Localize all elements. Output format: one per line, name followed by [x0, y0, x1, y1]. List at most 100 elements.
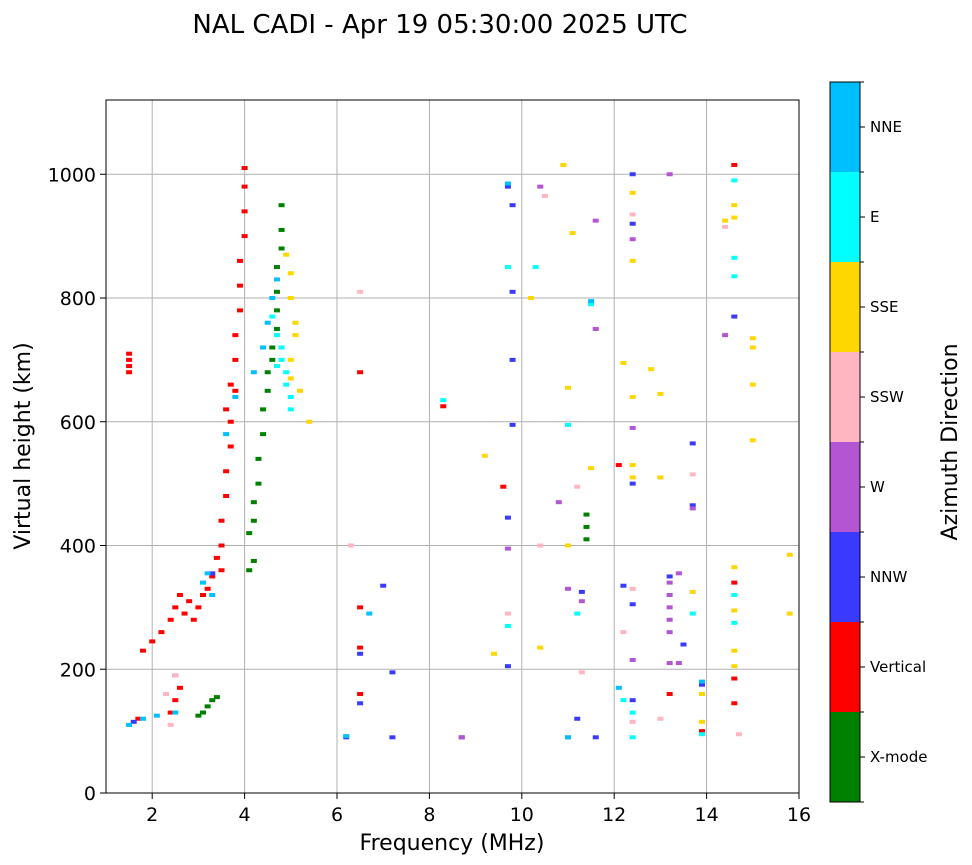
echo-point: [250, 500, 257, 505]
y-tick-label: 800: [60, 288, 96, 310]
echo-point: [509, 203, 516, 208]
echo-point: [629, 258, 636, 263]
echo-point: [698, 729, 705, 734]
echo-point: [504, 623, 511, 628]
echo-point: [500, 484, 507, 489]
echo-point: [223, 494, 230, 498]
chart-title: NAL CADI - Apr 19 05:30:00 2025 UTC: [192, 10, 687, 40]
echo-point: [278, 345, 285, 350]
echo-point: [560, 162, 567, 167]
echo-point: [565, 422, 571, 427]
y-tick-label: 600: [60, 412, 96, 434]
echo-point: [657, 475, 664, 480]
echo-point: [357, 370, 364, 375]
y-tick-label: 1000: [48, 164, 96, 186]
colorbar-label: SSW: [870, 388, 904, 406]
echo-point: [357, 605, 364, 610]
echo-point: [176, 685, 183, 690]
echo-point: [232, 357, 239, 362]
echo-point: [620, 583, 627, 588]
echo-point: [260, 432, 267, 437]
colorbar-segment: [830, 82, 860, 172]
echo-point: [172, 698, 179, 703]
echo-point: [380, 583, 387, 588]
colorbar-label: SSE: [870, 298, 899, 316]
echo-point: [698, 682, 705, 687]
y-tick-label: 200: [60, 659, 96, 681]
echo-point: [232, 395, 239, 399]
echo-point: [227, 444, 234, 449]
echo-point: [574, 484, 581, 489]
echo-point: [666, 605, 673, 610]
echo-point: [583, 537, 590, 542]
echo-point: [731, 274, 738, 279]
echo-point: [218, 568, 225, 573]
colorbar-segment: [830, 622, 860, 712]
echo-point: [269, 314, 276, 319]
colorbar-segment: [830, 712, 860, 802]
echo-point: [735, 732, 742, 737]
echo-point: [130, 719, 137, 724]
echo-point: [657, 716, 664, 721]
echo-point: [167, 710, 174, 715]
echo-point: [565, 385, 571, 390]
echo-point: [731, 676, 738, 681]
echo-point: [260, 345, 267, 350]
echo-point: [731, 162, 738, 167]
echo-point: [389, 670, 396, 675]
echo-point: [629, 735, 636, 740]
echo-point: [273, 364, 280, 369]
echo-point: [555, 500, 562, 505]
echo-point: [666, 661, 673, 666]
echo-point: [139, 648, 146, 653]
echo-point: [620, 360, 627, 365]
echo-point: [749, 345, 756, 350]
echo-point: [491, 651, 498, 656]
echo-point: [786, 552, 793, 557]
echo-point: [218, 518, 225, 523]
echo-point: [190, 617, 197, 622]
echo-point: [629, 425, 636, 430]
echo-point: [366, 611, 373, 616]
colorbar-label: W: [870, 478, 885, 496]
echo-point: [629, 221, 636, 226]
echo-point: [666, 593, 673, 597]
echo-point: [578, 599, 585, 604]
echo-point: [172, 605, 179, 610]
echo-point: [213, 695, 220, 700]
echo-point: [629, 237, 636, 242]
echo-point: [731, 255, 738, 260]
x-axis-ticks: 2 4 6 8 10 12 14 16: [146, 793, 811, 826]
echo-point: [731, 203, 738, 208]
echo-point: [565, 586, 571, 591]
echo-point: [629, 463, 636, 468]
echo-points: [126, 162, 793, 740]
echo-point: [731, 314, 738, 319]
x-tick-label: 2: [146, 804, 158, 826]
echo-point: [504, 184, 511, 189]
echo-point: [731, 701, 738, 706]
echo-point: [592, 735, 599, 740]
echo-point: [200, 580, 207, 585]
series-x-mode: [195, 203, 590, 718]
echo-point: [666, 580, 673, 585]
echo-point: [689, 503, 696, 508]
echo-point: [629, 212, 636, 217]
echo-point: [195, 713, 202, 718]
colorbar-segment: [830, 352, 860, 442]
echo-point: [786, 611, 793, 616]
plot-area: [105, 99, 800, 794]
echo-point: [172, 710, 179, 715]
echo-point: [250, 518, 257, 523]
series-sse: [283, 162, 793, 724]
echo-point: [223, 432, 230, 437]
colorbar-label: NNE: [870, 118, 902, 136]
echo-point: [181, 611, 188, 616]
echo-point: [241, 166, 248, 171]
series-e: [269, 178, 738, 740]
echo-point: [722, 333, 729, 338]
echo-point: [731, 593, 738, 597]
echo-point: [283, 382, 290, 387]
x-tick-label: 10: [510, 804, 534, 826]
